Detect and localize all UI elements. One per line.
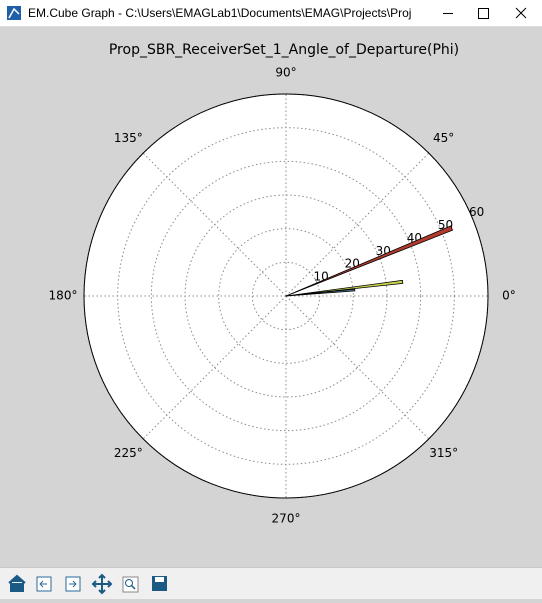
polar-spine <box>83 93 489 499</box>
grid-line <box>285 152 430 297</box>
save-glyph <box>155 577 164 582</box>
theta-tick-label: 90° <box>275 66 296 80</box>
grid-line <box>285 295 430 440</box>
theta-tick-label: 180° <box>49 289 78 303</box>
grid-line <box>142 152 287 297</box>
theta-tick-label: 135° <box>114 131 143 145</box>
bar <box>285 279 404 297</box>
forward-glyph <box>69 580 77 588</box>
bar <box>285 225 454 297</box>
grid-line <box>142 295 287 440</box>
chart: Prop_SBR_ReceiverSet_1_Angle_of_Departur… <box>49 42 516 526</box>
title-bar: EM.Cube Graph - C:\Users\EMAGLab1\Docume… <box>0 0 542 27</box>
zoom-glyph <box>130 584 136 590</box>
theta-tick-label: 45° <box>433 131 454 145</box>
toolbar-icons <box>8 573 167 595</box>
grid-circle <box>218 228 354 364</box>
back-glyph <box>39 580 47 588</box>
home-button[interactable] <box>8 574 26 592</box>
title-bar-graphics <box>7 6 527 20</box>
close-button[interactable] <box>515 7 527 19</box>
window-title: EM.Cube Graph - C:\Users\EMAGLab1\Docume… <box>28 6 412 20</box>
theta-tick-label: 225° <box>114 446 143 460</box>
grid-circle <box>251 261 321 331</box>
theta-tick-label: 315° <box>429 446 458 460</box>
grid-circle <box>150 160 422 432</box>
pan-button[interactable] <box>91 573 113 595</box>
maximize-button[interactable] <box>478 8 489 19</box>
bar <box>285 288 356 297</box>
chart-title: Prop_SBR_ReceiverSet_1_Angle_of_Departur… <box>109 42 459 58</box>
close-glyph <box>515 7 527 19</box>
toolbar <box>0 567 542 599</box>
app-icon-glyph <box>8 7 20 19</box>
theta-tick-label: 270° <box>272 512 301 526</box>
r-tick-label: 60 <box>469 205 484 219</box>
zoom-glyph <box>125 579 133 587</box>
zoom-button[interactable] <box>122 576 139 593</box>
theta-tick-label: 0° <box>502 289 516 303</box>
